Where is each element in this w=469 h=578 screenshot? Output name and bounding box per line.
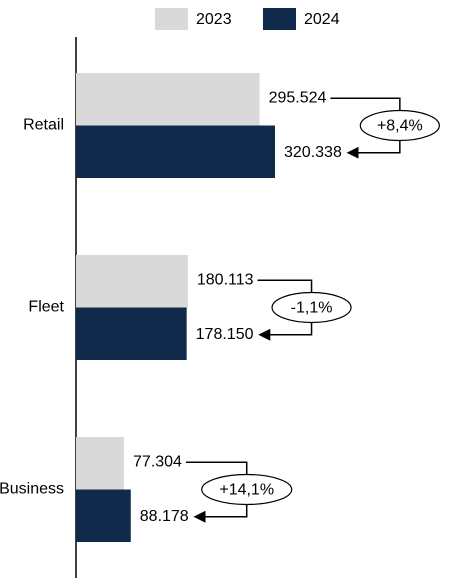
change-badge	[201, 473, 293, 506]
legend-label: 2023	[196, 11, 232, 28]
bar	[76, 307, 187, 360]
bar	[76, 125, 275, 178]
value-label: 88.178	[140, 508, 189, 525]
legend-swatch	[155, 8, 188, 30]
change-label: -1,1%	[291, 300, 333, 317]
category-label: Retail	[23, 117, 64, 134]
legend-swatch	[263, 8, 296, 30]
legend-label: 2024	[304, 11, 340, 28]
category-label: Business	[0, 481, 64, 498]
value-label: 77.304	[133, 453, 182, 470]
value-label: 295.524	[269, 89, 327, 106]
bar	[76, 489, 131, 542]
change-label: +14,1%	[219, 482, 274, 499]
change-badge	[359, 109, 440, 142]
bar	[76, 255, 188, 308]
change-badge	[271, 291, 352, 324]
bar	[76, 73, 260, 126]
bar	[76, 437, 125, 490]
change-label: +8,4%	[377, 118, 423, 135]
category-label: Fleet	[28, 299, 64, 316]
value-label: 320.338	[284, 144, 342, 161]
value-label: 180.113	[197, 271, 254, 288]
value-label: 178.150	[196, 326, 254, 343]
